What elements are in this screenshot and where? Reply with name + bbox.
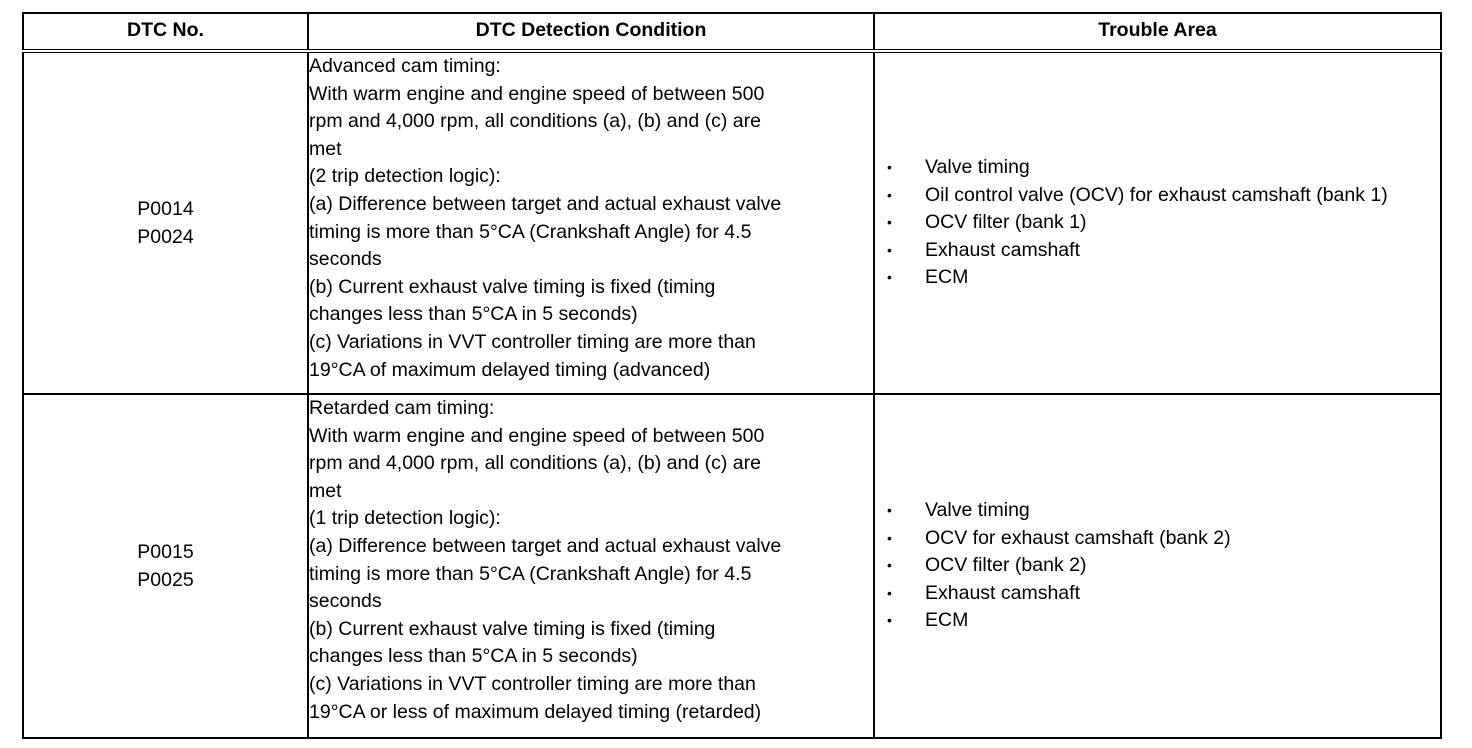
condition-line: (a) Difference between target and actual… — [309, 192, 782, 215]
dtc-code: P0014 — [137, 198, 194, 220]
table-row: P0015 P0025 Retarded cam timing: With wa… — [22, 393, 1442, 739]
list-item: • ECM — [875, 264, 1440, 292]
trouble-area-cell: • Valve timing • OCV for exhaust camshaft … — [873, 393, 1442, 739]
bullet-icon: • — [887, 557, 892, 574]
detection-condition-cell: Advanced cam timing: With warm engine an… — [307, 50, 875, 395]
bullet-icon: • — [887, 529, 892, 546]
list-item: • Oil control valve (OCV) for exhaust cam… — [875, 182, 1440, 210]
header-trouble-area: Trouble Area — [873, 12, 1442, 53]
condition-line: Advanced cam timing: — [309, 55, 501, 77]
condition-line: Retarded cam timing: — [309, 397, 495, 419]
condition-line: changes less than 5°CA in 5 seconds) — [309, 303, 638, 326]
table-header-row: DTC No. DTC Detection Condition Trouble … — [22, 12, 1442, 53]
condition-line: rpm and 4,000 rpm, all conditions (a), (… — [309, 110, 761, 133]
bullet-icon: • — [887, 159, 892, 176]
condition-line: met — [309, 137, 342, 160]
condition-line: rpm and 4,000 rpm, all conditions (a), (… — [309, 452, 761, 475]
condition-line: 19°CA of maximum delayed timing (advance… — [309, 358, 711, 381]
table-row: P0014 P0024 Advanced cam timing: With wa… — [22, 50, 1442, 395]
condition-line: (b) Current exhaust valve timing is fixe… — [309, 617, 716, 640]
dtc-codes-cell: P0015 P0025 — [22, 393, 309, 739]
trouble-area-cell: • Valve timing • Oil control valve (OCV) f… — [873, 50, 1442, 395]
condition-line: timing is more than 5°CA (Crankshaft Ang… — [309, 562, 752, 585]
condition-line: With warm engine and engine speed of bet… — [309, 82, 765, 105]
condition-line: 19°CA or less of maximum delayed timing … — [309, 700, 762, 723]
condition-line: (c) Variations in VVT controller timing … — [309, 330, 756, 353]
dtc-code: P0025 — [137, 569, 194, 591]
header-dtc-no: DTC No. — [22, 12, 309, 53]
bullet-icon: • — [887, 214, 892, 231]
condition-line: timing is more than 5°CA (Crankshaft Ang… — [309, 220, 752, 243]
condition-line: met — [309, 479, 342, 502]
bullet-icon: • — [887, 612, 892, 629]
list-item: • Valve timing — [875, 154, 1440, 182]
list-item: • OCV for exhaust camshaft (bank 2) — [875, 525, 1440, 553]
condition-line: With warm engine and engine speed of bet… — [309, 424, 765, 447]
dtc-code: P0015 — [137, 541, 194, 563]
header-detection-condition: DTC Detection Condition — [307, 12, 875, 53]
list-item: • OCV filter (bank 2) — [875, 552, 1440, 580]
condition-line: seconds — [309, 248, 382, 271]
list-item: • Valve timing — [875, 497, 1440, 525]
list-item: • ECM — [875, 607, 1440, 635]
dtc-code: P0024 — [137, 226, 194, 248]
bullet-icon: • — [887, 502, 892, 519]
bullet-icon: • — [887, 269, 892, 286]
condition-line: (2 trip detection logic): — [309, 165, 501, 188]
condition-line: (c) Variations in VVT controller timing … — [309, 672, 756, 695]
condition-line: (b) Current exhaust valve timing is fixe… — [309, 275, 716, 298]
trouble-area-list: • Valve timing • Oil control valve (OCV) f… — [875, 154, 1440, 292]
condition-line: changes less than 5°CA in 5 seconds) — [309, 645, 638, 668]
bullet-icon: • — [887, 186, 892, 203]
list-item: • Exhaust camshaft — [875, 580, 1440, 608]
condition-line: (1 trip detection logic): — [309, 507, 501, 530]
condition-line: seconds — [309, 590, 382, 613]
bullet-icon: • — [887, 584, 892, 601]
list-item: • Exhaust camshaft — [875, 237, 1440, 265]
condition-line: (a) Difference between target and actual… — [309, 534, 782, 557]
bullet-icon: • — [887, 241, 892, 258]
trouble-area-list: • Valve timing • OCV for exhaust camshaft … — [875, 497, 1440, 635]
detection-condition-cell: Retarded cam timing: With warm engine an… — [307, 393, 875, 739]
dtc-codes-cell: P0014 P0024 — [22, 50, 309, 395]
list-item: • OCV filter (bank 1) — [875, 209, 1440, 237]
dtc-table: DTC No. DTC Detection Condition Trouble … — [22, 12, 1442, 739]
